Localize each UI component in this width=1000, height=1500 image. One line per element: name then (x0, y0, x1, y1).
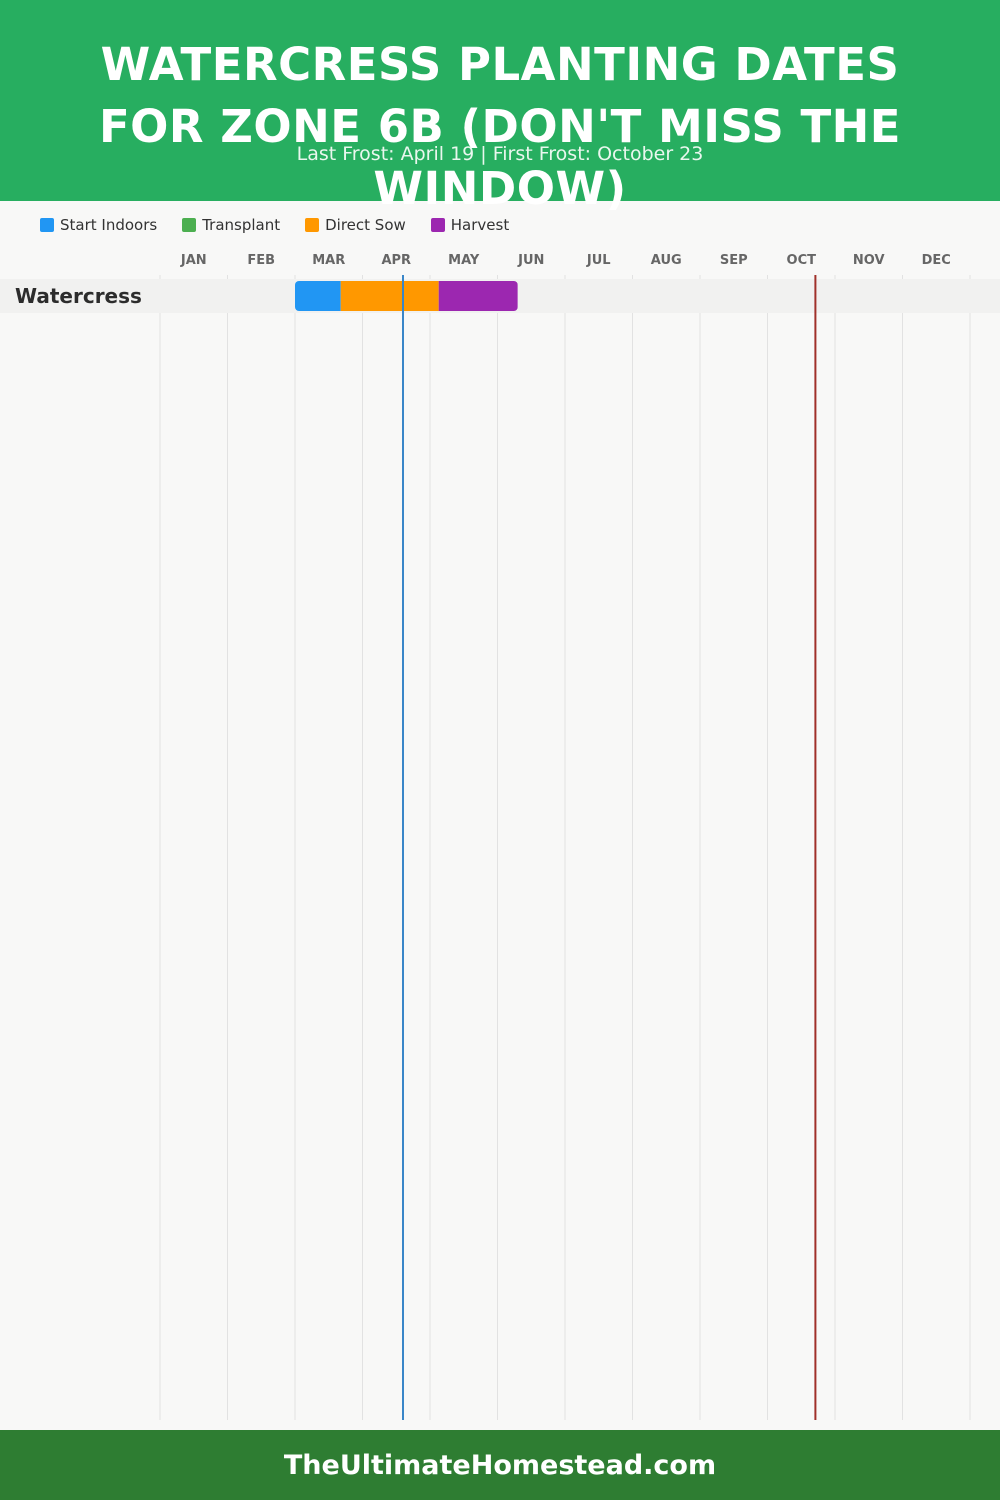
month-label: APR (381, 253, 411, 268)
frost-dates-subtitle: Last Frost: April 19 | First Frost: Octo… (296, 143, 704, 165)
month-label: NOV (853, 253, 885, 268)
month-label: JUL (586, 253, 611, 268)
bar-start-indoors (295, 281, 341, 311)
legend-item: Transplant (182, 216, 280, 234)
legend-label: Harvest (450, 216, 510, 234)
legend-item: Direct Sow (305, 216, 406, 234)
month-label: AUG (651, 253, 682, 268)
legend-item: Start Indoors (40, 216, 157, 234)
legend-swatch (305, 218, 320, 232)
month-label: JAN (180, 253, 207, 268)
month-label: DEC (922, 253, 951, 268)
month-label: FEB (247, 253, 275, 268)
bar-harvest (438, 281, 518, 311)
page-title: Watercress Planting Dates for Zone 6B (D… (98, 38, 902, 215)
legend: Start Indoors Transplant Direct Sow Harvest (40, 214, 509, 236)
frost-lines (402, 275, 817, 1420)
crop-bar-group (295, 281, 518, 311)
month-label: MAR (312, 253, 345, 268)
month-label: OCT (787, 253, 817, 268)
bar-direct-sow (340, 281, 439, 311)
phase-bars (295, 281, 518, 311)
legend-item: Harvest (430, 216, 510, 234)
legend-swatch (40, 218, 54, 232)
legend-label: Direct Sow (325, 216, 406, 234)
legend-label: Start Indoors (60, 216, 158, 234)
month-label: MAY (448, 253, 480, 268)
legend-swatch (430, 218, 445, 232)
footer: TheUltimateHomestead.com (0, 1430, 1000, 1500)
month-labels: JAN FEB MAR APR MAY JUN JUL AUG SEP OCT NOV DEC (180, 253, 951, 268)
header-banner: Watercress Planting Dates for Zone 6B (D… (0, 0, 1000, 215)
site-url[interactable]: TheUltimateHomestead.com (283, 1449, 717, 1481)
crop-label: Watercress (15, 284, 142, 308)
month-label: SEP (720, 253, 748, 268)
month-label: JUN (517, 253, 544, 268)
legend-swatch (182, 218, 197, 232)
legend-label: Transplant (202, 216, 281, 234)
month-gridlines (159, 275, 971, 1420)
